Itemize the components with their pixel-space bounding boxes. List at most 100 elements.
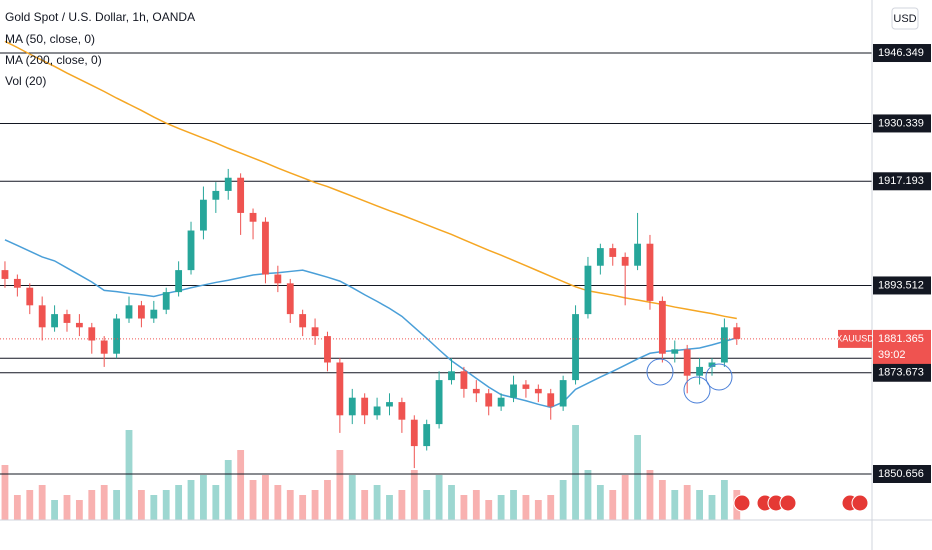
candle-body xyxy=(13,278,21,288)
candle-body xyxy=(386,402,393,407)
candle-body xyxy=(262,221,269,275)
volume-bar xyxy=(708,495,716,520)
candle-body xyxy=(472,388,480,394)
volume-bar xyxy=(658,480,666,520)
candle-body xyxy=(113,318,121,354)
indicator-label: MA (200, close, 0) xyxy=(5,53,102,67)
volume-bar xyxy=(224,460,232,520)
volume-bar xyxy=(361,490,369,520)
candle-body xyxy=(137,305,145,319)
volume-bar xyxy=(410,470,418,520)
candle-body xyxy=(696,366,703,376)
moving-average-line xyxy=(4,239,738,409)
level-label-box xyxy=(873,276,931,295)
volume-bar xyxy=(38,485,46,520)
candle-body xyxy=(200,199,207,231)
chart-title: Gold Spot / U.S. Dollar, 1h, OANDA xyxy=(5,10,195,24)
candle-body xyxy=(237,177,245,213)
volume-bar xyxy=(472,490,480,520)
volume-bar xyxy=(311,490,319,520)
volume-bar xyxy=(262,475,269,520)
volume-bar xyxy=(237,450,245,520)
volume-bar xyxy=(683,485,691,520)
candle-body xyxy=(671,349,679,354)
volume-bar xyxy=(646,470,654,520)
level-label-box xyxy=(873,44,931,63)
volume-bar xyxy=(398,490,406,520)
volume-bar xyxy=(200,475,207,520)
level-label-box xyxy=(873,363,931,382)
volume-bar xyxy=(460,495,468,520)
level-label: 1893.512 xyxy=(878,279,924,291)
event-icon[interactable] xyxy=(851,494,869,512)
volume-bar xyxy=(162,490,170,520)
candle-body xyxy=(596,248,604,266)
volume-bar xyxy=(671,490,679,520)
candle-body xyxy=(336,362,344,416)
candle-body xyxy=(249,212,257,222)
level-label: 1873.673 xyxy=(878,367,924,379)
level-label-box xyxy=(873,172,931,191)
volume-bar xyxy=(137,490,145,520)
event-icon[interactable] xyxy=(779,494,797,512)
level-label: 1917.193 xyxy=(878,175,924,187)
candle-body xyxy=(448,371,455,381)
candle-body xyxy=(348,397,356,416)
candle-body xyxy=(162,292,170,310)
pattern-circle xyxy=(646,358,674,386)
volume-bar xyxy=(336,450,344,520)
candle-body xyxy=(299,314,307,328)
candle-body xyxy=(609,248,617,257)
candle-body xyxy=(26,287,34,306)
candle-body xyxy=(51,314,58,328)
candle-body xyxy=(621,256,629,266)
pattern-circle xyxy=(705,363,733,391)
candle-body xyxy=(683,349,691,376)
volume-bar xyxy=(497,495,505,520)
candle-body xyxy=(311,327,319,337)
currency-button[interactable] xyxy=(891,7,919,30)
volume-bar xyxy=(100,485,108,520)
symbol-box xyxy=(838,329,872,348)
candle-body xyxy=(460,371,468,389)
volume-bar xyxy=(187,480,195,520)
volume-bar xyxy=(150,495,158,520)
candle-body xyxy=(435,380,443,425)
volume-bar xyxy=(547,495,555,520)
candle-body xyxy=(572,314,579,381)
candle-body xyxy=(38,305,46,328)
volume-bar xyxy=(696,490,703,520)
candle-body xyxy=(423,424,431,447)
level-label-box xyxy=(873,114,931,133)
last-price-box xyxy=(873,329,931,364)
event-icon[interactable] xyxy=(733,494,751,512)
symbol-label: XAUUSD xyxy=(836,333,874,343)
currency-label: USD xyxy=(893,13,916,25)
candle-body xyxy=(324,336,331,363)
volume-bar xyxy=(510,490,517,520)
candle-body xyxy=(720,327,728,363)
volume-bar xyxy=(63,495,71,520)
volume-bar xyxy=(584,470,592,520)
volume-bar xyxy=(13,495,21,520)
volume-bar xyxy=(621,475,629,520)
volume-bar xyxy=(1,465,9,520)
volume-bar xyxy=(634,435,641,520)
candle-body xyxy=(63,314,71,323)
candle-body xyxy=(125,305,133,319)
volume-bar xyxy=(386,495,393,520)
candle-body xyxy=(646,243,654,301)
level-label-box xyxy=(873,465,931,484)
candle-body xyxy=(584,265,592,315)
volume-bar xyxy=(212,485,220,520)
volume-bar xyxy=(720,480,728,520)
volume-bar xyxy=(596,485,604,520)
candle-body xyxy=(361,397,369,416)
volume-bar xyxy=(75,500,83,520)
candle-body xyxy=(510,384,517,398)
candle-body xyxy=(1,270,9,279)
last-price-label: 1881.365 xyxy=(878,333,924,345)
candle-body xyxy=(187,230,195,271)
candle-body xyxy=(410,419,418,447)
